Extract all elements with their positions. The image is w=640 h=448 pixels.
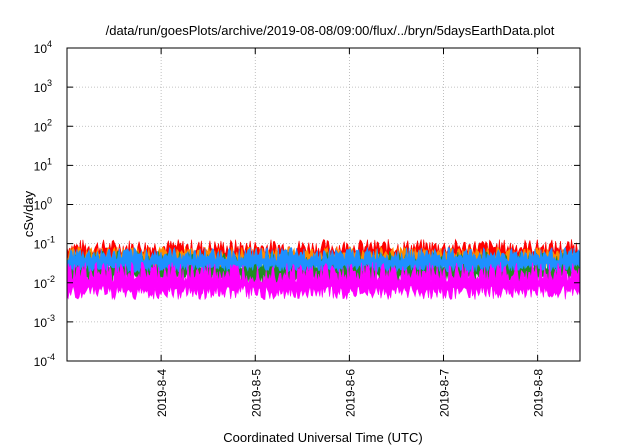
y-tick-label: 10 bbox=[34, 120, 48, 134]
x-axis-label: Coordinated Universal Time (UTC) bbox=[223, 430, 422, 445]
y-tick-label: 10 bbox=[34, 199, 48, 213]
y-tick-exponent: 1 bbox=[47, 156, 52, 166]
x-tick-label: 2019-8-4 bbox=[155, 369, 169, 417]
y-tick-label: 10 bbox=[34, 81, 48, 95]
y-tick-exponent: 0 bbox=[47, 196, 52, 206]
y-tick-label: 10 bbox=[34, 238, 48, 252]
x-ticks: 2019-8-4 2019-8-5 2019-8-6 2019-8-7 2019-8-8 bbox=[155, 48, 546, 417]
x-tick-label: 2019-8-5 bbox=[249, 369, 263, 417]
x-tick-label: 2019-8-7 bbox=[438, 369, 452, 417]
y-tick-label: 10 bbox=[34, 42, 48, 56]
series-layer bbox=[66, 238, 581, 301]
x-tick-label: 2019-8-8 bbox=[532, 369, 546, 417]
y-tick-label: 10 bbox=[34, 355, 48, 369]
y-tick-exponent: 4 bbox=[47, 39, 52, 49]
y-tick-exponent: 2 bbox=[47, 117, 52, 127]
y-tick-exponent: -3 bbox=[47, 313, 55, 323]
grid bbox=[67, 48, 580, 361]
y-axis-label: cSv/day bbox=[21, 190, 36, 237]
y-tick-exponent: 3 bbox=[47, 78, 52, 88]
y-tick-label: 10 bbox=[34, 316, 48, 330]
y-tick-exponent: -4 bbox=[47, 352, 55, 362]
chart-title: /data/run/goesPlots/archive/2019-08-08/0… bbox=[106, 23, 555, 38]
y-tick-label: 10 bbox=[34, 277, 48, 291]
y-tick-exponent: -2 bbox=[47, 274, 55, 284]
x-tick-label: 2019-8-6 bbox=[343, 369, 357, 417]
plot-frame bbox=[66, 47, 581, 362]
y-tick-exponent: -1 bbox=[47, 235, 55, 245]
y-tick-label: 10 bbox=[34, 159, 48, 173]
